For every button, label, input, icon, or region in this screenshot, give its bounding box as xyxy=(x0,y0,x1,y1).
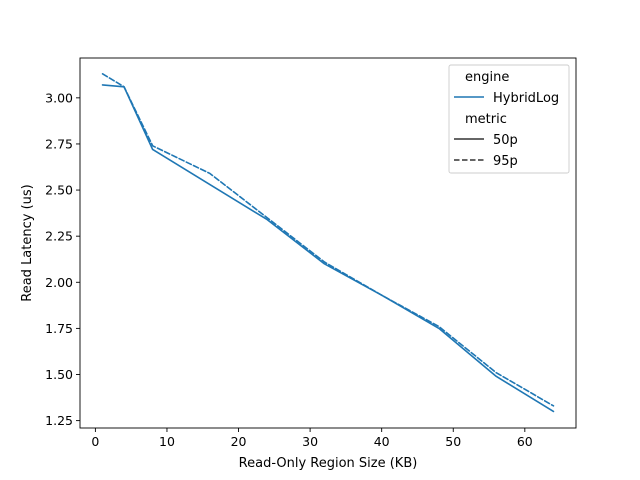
x-tick-label: 20 xyxy=(231,434,247,449)
x-tick-label: 30 xyxy=(302,434,318,449)
x-axis-ticks: 0 10 20 30 40 50 60 xyxy=(91,428,533,449)
x-tick-label: 0 xyxy=(91,434,99,449)
series-line-50p xyxy=(101,84,555,413)
x-axis-label: Read-Only Region Size (KB) xyxy=(239,456,418,471)
axes-frame xyxy=(79,57,577,429)
y-tick-label: 1.75 xyxy=(45,321,73,336)
legend-title-metric: metric xyxy=(465,112,507,127)
y-axis-ticks: 1.25 1.50 1.75 2.00 2.25 2.50 2.75 3.00 xyxy=(45,90,80,428)
x-tick-label: 40 xyxy=(374,434,390,449)
legend-title-engine: engine xyxy=(465,70,509,85)
y-tick-label: 1.50 xyxy=(45,367,73,382)
y-tick-label: 2.00 xyxy=(45,275,73,290)
y-axis-label: Read Latency (us) xyxy=(20,184,35,301)
y-tick-label: 2.75 xyxy=(45,136,73,151)
series-line-95p xyxy=(101,73,555,407)
series-layer xyxy=(101,73,555,413)
legend-entry-50p: 50p xyxy=(493,133,518,148)
y-tick-label: 2.50 xyxy=(45,183,73,198)
y-tick-label: 2.25 xyxy=(45,229,73,244)
legend: engine HybridLog metric 50p 95p xyxy=(448,64,570,174)
x-tick-label: 60 xyxy=(517,434,533,449)
legend-box xyxy=(448,64,570,174)
legend-entry-hybridlog: HybridLog xyxy=(493,91,559,106)
y-tick-label: 1.25 xyxy=(45,413,73,428)
x-tick-label: 10 xyxy=(159,434,175,449)
x-tick-label: 50 xyxy=(445,434,461,449)
legend-entry-95p: 95p xyxy=(493,154,518,169)
y-tick-label: 3.00 xyxy=(45,90,73,105)
